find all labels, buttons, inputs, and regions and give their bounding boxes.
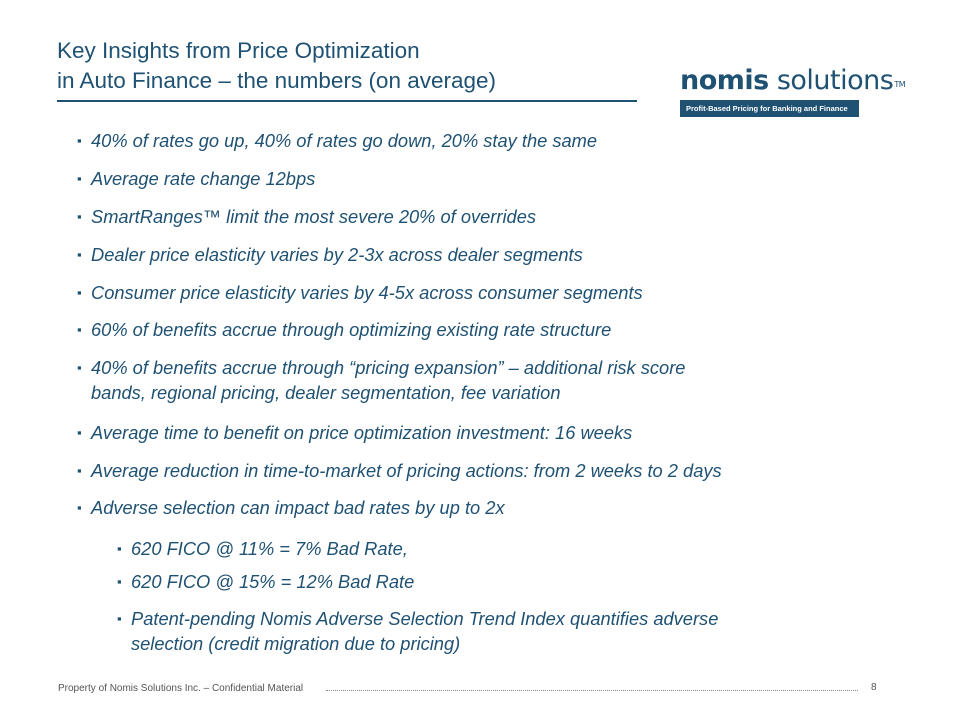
footer-confidential-notice: Property of Nomis Solutions Inc. – Confi… <box>58 683 304 694</box>
bullet-text-line-1: 40% of benefits accrue through “pricing … <box>91 357 686 378</box>
bullet-marker: ▪ <box>117 611 122 626</box>
bullet-marker: ▪ <box>77 425 82 440</box>
bullet-item: ▪ SmartRanges™ limit the most severe 20%… <box>77 204 537 229</box>
bullet-item: ▪ Average rate change 12bps <box>77 166 316 191</box>
bullet-item: ▪ 40% of benefits accrue through “pricin… <box>77 355 686 405</box>
bullet-marker: ▪ <box>77 247 82 262</box>
footer-dotted-divider <box>326 690 858 691</box>
bullet-text: Average time to benefit on price optimiz… <box>91 422 633 443</box>
title-divider <box>57 100 637 102</box>
bullet-text: SmartRanges™ limit the most severe 20% o… <box>91 206 537 227</box>
bullet-item: ▪ 40% of rates go up, 40% of rates go do… <box>77 128 598 153</box>
bullet-text: Consumer price elasticity varies by 4-5x… <box>91 282 643 303</box>
bullet-marker: ▪ <box>77 500 82 515</box>
sub-bullet-text: 620 FICO @ 15% = 12% Bad Rate <box>131 571 415 592</box>
sub-bullet-text: 620 FICO @ 11% = 7% Bad Rate, <box>131 538 408 559</box>
bullet-text: 40% of rates go up, 40% of rates go down… <box>91 130 598 151</box>
sub-bullet-item: ▪ Patent-pending Nomis Adverse Selection… <box>117 606 719 656</box>
bullet-marker: ▪ <box>77 463 82 478</box>
bullet-marker: ▪ <box>77 360 82 375</box>
slide-title-line-1: Key Insights from Price Optimization <box>57 38 420 63</box>
sub-bullet-item: ▪ 620 FICO @ 11% = 7% Bad Rate, <box>117 536 408 561</box>
bullet-marker: ▪ <box>117 574 122 589</box>
bullet-item: ▪ 60% of benefits accrue through optimiz… <box>77 317 612 342</box>
logo-word-solutions: solutions <box>768 65 894 96</box>
logo-word-nomis: nomis <box>680 65 769 96</box>
bullet-marker: ▪ <box>77 322 82 337</box>
slide-title: Key Insights from Price Optimization in … <box>57 36 657 96</box>
bullet-item: ▪ Average reduction in time-to-market of… <box>77 458 722 483</box>
bullet-marker: ▪ <box>77 285 82 300</box>
bullet-item: ▪ Consumer price elasticity varies by 4-… <box>77 280 643 305</box>
bullet-text: Dealer price elasticity varies by 2-3x a… <box>91 244 583 265</box>
sub-bullet-text-line-1: Patent-pending Nomis Adverse Selection T… <box>131 608 719 629</box>
bullet-text: Adverse selection can impact bad rates b… <box>91 497 505 518</box>
bullet-text: 60% of benefits accrue through optimizin… <box>91 319 612 340</box>
bullet-item: ▪ Dealer price elasticity varies by 2-3x… <box>77 242 583 267</box>
nomis-solutions-logo: nomis solutionsTM Profit-Based Pricing f… <box>680 65 906 124</box>
bullet-text: Average reduction in time-to-market of p… <box>91 460 722 481</box>
bullet-item: ▪ Average time to benefit on price optim… <box>77 420 633 445</box>
bullet-marker: ▪ <box>77 133 82 148</box>
sub-bullet-item: ▪ 620 FICO @ 15% = 12% Bad Rate <box>117 569 415 594</box>
bullet-marker: ▪ <box>77 209 82 224</box>
sub-bullet-text-line-2: selection (credit migration due to prici… <box>131 633 461 654</box>
slide-title-line-2: in Auto Finance – the numbers (on averag… <box>57 68 497 93</box>
bullet-item: ▪ Adverse selection can impact bad rates… <box>77 495 505 520</box>
logo-tagline: Profit-Based Pricing for Banking and Fin… <box>680 100 859 117</box>
logo-trademark: TM <box>894 80 906 89</box>
bullet-text-line-2: bands, regional pricing, dealer segmenta… <box>91 382 561 403</box>
logo-wordmark: nomis solutionsTM <box>680 65 906 96</box>
bullet-marker: ▪ <box>77 171 82 186</box>
bullet-marker: ▪ <box>117 541 122 556</box>
page-number: 8 <box>871 682 877 693</box>
bullet-text: Average rate change 12bps <box>91 168 316 189</box>
